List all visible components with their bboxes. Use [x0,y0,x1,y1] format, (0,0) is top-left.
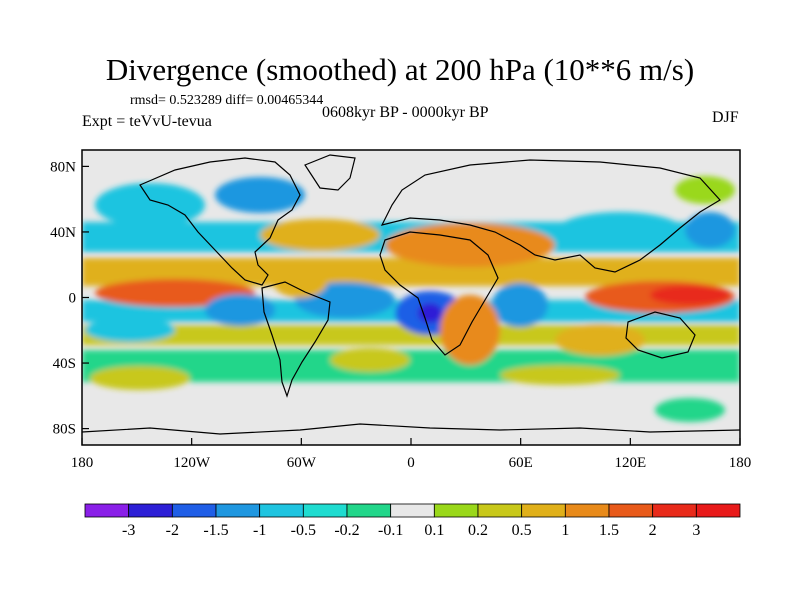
colorbar-swatch [171,503,217,518]
lon-tick-label: 0 [407,455,415,471]
stats-label: rmsd= 0.523289 diff= 0.00465344 [130,93,324,108]
coast-africa [379,231,499,356]
experiment-label: Expt = teVvU-tevua [82,113,212,130]
field-blob [205,294,275,326]
colorbar-swatch [215,503,261,518]
colorbar-swatch [390,503,435,518]
colorbar-swatch [695,503,741,518]
field-blob [492,283,548,327]
lon-tick-label: 60W [287,455,317,471]
field-blob [385,223,555,267]
lat-tick-label: 40N [50,225,76,241]
divergence-field [82,176,740,422]
colorbar-label: -0.2 [334,522,359,539]
field-blob [260,219,380,251]
colorbar-label: -1.5 [203,522,228,539]
colorbar [84,503,741,518]
field-blob [440,295,500,365]
field-blob [650,285,730,305]
colorbar-swatch [346,503,392,518]
colorbar-label: 1 [561,522,569,539]
field-blob [685,212,735,248]
coast-south-america [261,281,331,398]
colorbar-label: -0.1 [378,522,403,539]
field-blob [272,262,328,298]
colorbar-label: 2 [649,522,657,539]
lon-tick-label: 120E [614,455,646,471]
lon-tick-label: 60E [509,455,533,471]
field-blob [330,348,410,372]
colorbar-label: -1 [253,522,266,539]
colorbar-swatch [652,503,697,518]
field-blob [85,318,175,342]
field-blob [675,176,735,204]
colorbar-label: -0.5 [291,522,316,539]
field-band [82,350,740,382]
colorbar-label: 3 [692,522,700,539]
colorbar-label: 0.5 [512,522,532,539]
colorbar-label: 0.1 [424,522,444,539]
field-blob [215,177,305,213]
field-blob [655,398,725,422]
lat-tick-label: 80S [53,422,76,438]
coast-greenland [304,154,356,191]
colorbar-swatch [477,503,523,518]
lat-tick-label: 80N [50,159,76,175]
colorbar-label: 1.5 [599,522,619,539]
colorbar-label: -3 [122,522,135,539]
colorbar-swatch [521,503,566,518]
coast-australia [625,311,696,359]
coast-antarctica [82,423,740,435]
colorbar-swatch [608,503,654,518]
lon-tick-label: 120W [173,455,211,471]
colorbar-label: -2 [166,522,179,539]
colorbar-swatch [302,503,348,518]
field-blob [555,212,685,252]
latitude-axis: 80N 40N 0 40S 80S [50,159,89,438]
season-label: DJF [712,109,739,126]
chart-title: Divergence (smoothed) at 200 hPa (10**6 … [105,52,695,87]
coast-north-america [139,157,301,286]
coastlines [82,154,740,435]
colorbar-labels: -3 -2 -1.5 -1 -0.5 -0.2 -0.1 0.1 0.2 0.5 1 1.5 2 3 [122,522,700,539]
lon-tick-label: 180 [71,455,94,471]
period-label: 0608kyr BP - 0000kyr BP [322,104,489,121]
lat-tick-label: 0 [69,291,77,307]
lat-tick-label: 40S [53,356,76,372]
colorbar-swatch [564,503,610,518]
colorbar-label: 0.2 [468,522,488,539]
field-blob [555,324,645,356]
coast-eurasia [380,159,721,273]
colorbar-swatch [433,503,479,518]
longitude-axis: 180 120W 60W 0 60E 120E 180 [71,438,752,471]
colorbar-swatch [128,503,173,518]
field-blob [500,365,620,385]
colorbar-swatch [259,503,304,518]
field-blob [95,183,205,227]
field-blob [418,303,442,323]
lon-tick-label: 180 [729,455,752,471]
colorbar-swatch [84,503,130,518]
field-blob [90,366,190,390]
